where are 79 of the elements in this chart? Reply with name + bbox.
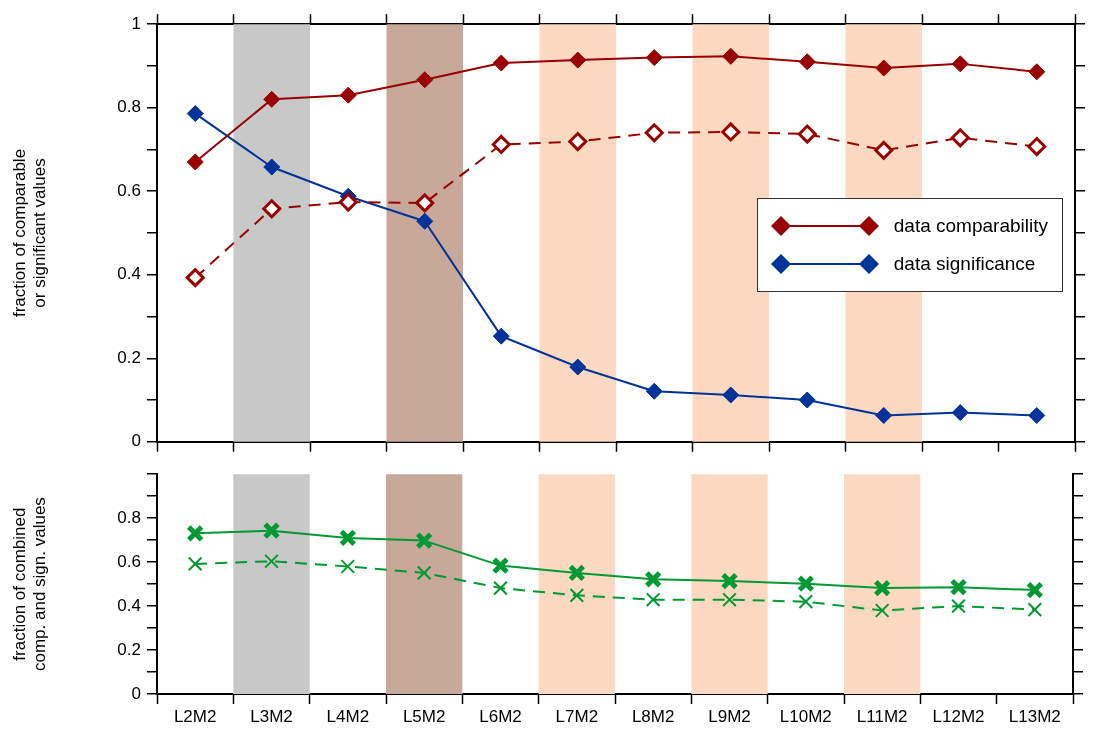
x-tick-label: L10M2	[779, 706, 832, 726]
point	[949, 578, 968, 597]
point	[798, 53, 816, 71]
x-tick-label: L5M2	[402, 706, 446, 726]
y-tick-label: 0	[131, 683, 141, 703]
point	[263, 90, 281, 108]
y-tick-label: 0.8	[117, 97, 141, 117]
point	[262, 521, 281, 540]
x-tick-label: L9M2	[708, 706, 751, 726]
point	[492, 327, 510, 345]
point	[950, 128, 970, 148]
point	[644, 123, 664, 143]
point	[263, 158, 281, 176]
point	[186, 153, 204, 171]
point	[569, 51, 587, 69]
x-tick-label: L3M2	[250, 706, 293, 726]
x-tick-label: L6M2	[479, 706, 522, 726]
legend-label: data comparability	[893, 215, 1048, 237]
point	[491, 556, 510, 575]
point	[645, 382, 663, 400]
point	[874, 140, 894, 160]
point	[187, 556, 203, 572]
point	[1028, 406, 1046, 424]
point	[491, 134, 511, 154]
point	[569, 358, 587, 376]
point	[338, 529, 357, 547]
y-tick-label: 0.8	[117, 507, 141, 527]
point	[569, 587, 585, 603]
y-axis-title: fraction of combined comp. and sign. values	[9, 497, 50, 672]
legend-label: data significance	[893, 253, 1036, 275]
point	[338, 192, 358, 212]
y-axis-title: fraction of comparable or significant values	[9, 148, 50, 318]
point	[796, 574, 815, 593]
point	[185, 268, 205, 288]
y-tick-label: 0.6	[117, 180, 141, 200]
point	[1027, 602, 1043, 617]
point	[721, 122, 741, 142]
x-tick-label: L8M2	[631, 706, 675, 726]
point	[722, 47, 740, 65]
x-tick-label: L13M2	[1008, 706, 1061, 726]
point	[1027, 137, 1047, 157]
point	[1025, 581, 1044, 599]
point	[720, 572, 739, 590]
point	[415, 531, 434, 550]
x-tick-label: L12M2	[932, 706, 985, 726]
point	[798, 594, 814, 610]
point	[722, 592, 737, 608]
point	[1028, 63, 1046, 81]
point	[186, 524, 205, 543]
point	[875, 59, 893, 77]
point	[416, 71, 434, 89]
point	[873, 579, 892, 597]
x-tick-label: L11M2	[856, 706, 908, 726]
point	[416, 212, 434, 230]
y-tick-label: 0.4	[117, 595, 141, 615]
point	[339, 86, 357, 104]
point	[951, 55, 969, 73]
x-tick-label: L4M2	[326, 706, 370, 726]
point	[492, 54, 510, 72]
y-tick-label: 0.2	[117, 347, 141, 367]
point	[798, 391, 816, 409]
point	[875, 406, 893, 424]
point	[186, 105, 204, 123]
point	[644, 570, 663, 589]
y-tick-label: 0	[131, 431, 141, 451]
point	[797, 124, 817, 144]
point	[645, 49, 663, 67]
point	[262, 199, 282, 219]
point	[567, 564, 586, 582]
point	[722, 386, 740, 404]
y-tick-label: 1	[131, 13, 141, 33]
y-tick-label: 0.4	[117, 264, 141, 284]
y-tick-label: 0.2	[117, 639, 141, 659]
x-tick-label: L2M2	[173, 706, 217, 726]
point	[568, 132, 588, 152]
x-tick-label: L7M2	[555, 706, 599, 726]
point	[951, 404, 969, 422]
y-tick-label: 0.6	[117, 551, 141, 571]
point	[415, 193, 435, 213]
